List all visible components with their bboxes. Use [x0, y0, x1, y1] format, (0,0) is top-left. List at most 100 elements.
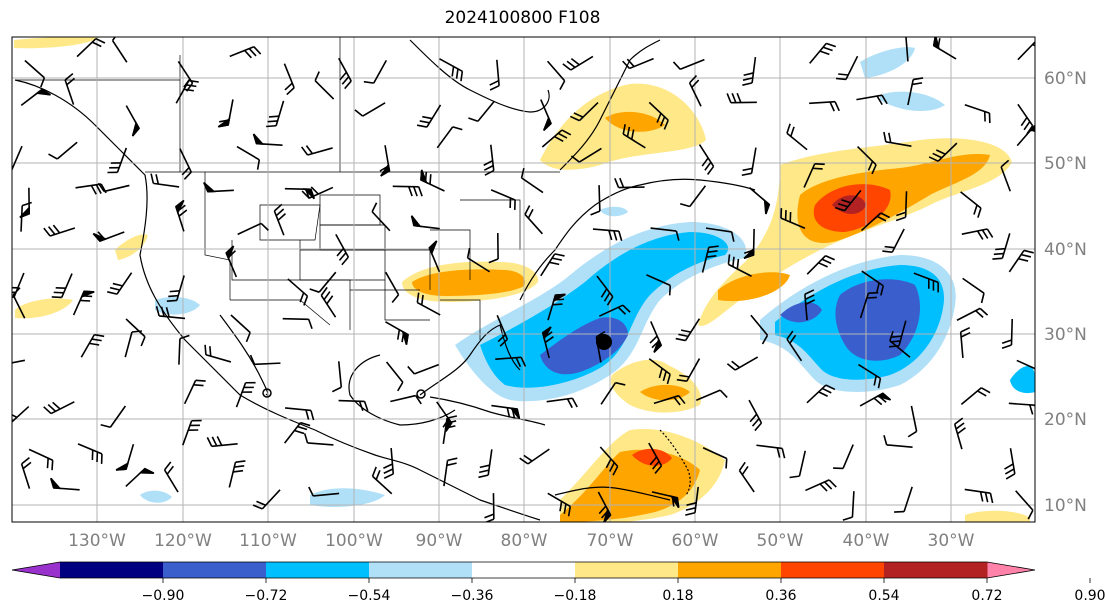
wind-barb [882, 228, 905, 253]
wind-barb [913, 272, 939, 293]
colorbar-extend-right [987, 562, 1035, 578]
colorbar-tick-label: −0.72 [245, 588, 288, 604]
wind-barb [592, 228, 623, 241]
wind-barb [883, 131, 912, 148]
wind-barb [320, 286, 337, 318]
wind-barb [50, 477, 80, 491]
wind-barb [206, 436, 238, 448]
wind-barb [252, 133, 283, 147]
wind-barb [468, 100, 496, 122]
lon-label: 110°W [239, 531, 297, 551]
wind-barb [622, 57, 654, 70]
wind-barb [51, 273, 73, 299]
wind-barb [597, 491, 612, 522]
colorbar-segment [369, 562, 473, 578]
wind-barb [520, 167, 544, 194]
lon-label: 120°W [154, 531, 212, 551]
wind-barb [237, 222, 269, 236]
wind-barb [407, 363, 440, 375]
colorbar-segment [60, 562, 164, 578]
wind-barb [895, 191, 908, 222]
wind-barb [308, 486, 340, 497]
lon-label: 30°W [928, 531, 975, 551]
wind-barb [809, 42, 837, 64]
wind-barb [959, 326, 971, 358]
wind-barb [748, 187, 771, 215]
colorbar-tick-label: −0.90 [142, 588, 185, 604]
wind-barb [182, 419, 202, 446]
gridlines [12, 37, 1035, 522]
wind-barb [842, 491, 855, 521]
wind-barb [780, 208, 806, 229]
wind-barb [183, 379, 206, 405]
wind-barb [48, 141, 78, 160]
wind-barb [953, 417, 966, 450]
latitude-labels: 60°N 50°N 40°N 30°N 20°N 10°N [1044, 69, 1087, 516]
wind-barb [562, 55, 594, 71]
colorbar-tick-label: 0.90 [1074, 588, 1105, 604]
storm-center-marker [596, 334, 612, 350]
wind-barb [688, 75, 702, 107]
wind-barb [335, 233, 350, 266]
wind-barb [569, 101, 599, 122]
lat-label: 10°N [1044, 496, 1087, 516]
wind-barb [235, 381, 256, 408]
colorbar-segment [575, 562, 679, 578]
wind-barb [646, 274, 672, 296]
wind-barb [748, 399, 763, 432]
wind-barb [742, 56, 757, 86]
wind-barb [77, 443, 103, 464]
lon-label: 80°W [501, 531, 548, 551]
wind-barb [992, 233, 1011, 260]
wind-barb [410, 215, 440, 230]
wind-barb [252, 489, 281, 510]
wind-barb [833, 444, 854, 470]
wind-barb [107, 147, 128, 174]
colorbar-tick-label: −0.54 [348, 588, 391, 604]
wind-barb [1017, 103, 1034, 135]
wind-barb [416, 292, 441, 316]
wind-barb [964, 488, 994, 504]
wind-barb [524, 205, 543, 235]
wind-barb [786, 330, 803, 362]
wind-barb [107, 272, 133, 295]
lon-label: 100°W [325, 531, 383, 551]
wind-barb [1001, 318, 1014, 350]
wind-barb [590, 185, 601, 216]
wind-barb [225, 245, 238, 278]
wind-barb [230, 314, 251, 343]
colorbar-segment [472, 562, 576, 578]
wind-barb [905, 37, 909, 62]
wind-barb [860, 212, 891, 232]
wind-barb [178, 334, 190, 365]
wind-barb [856, 94, 888, 106]
wind-barb [803, 162, 825, 188]
wind-barb [385, 361, 404, 392]
wind-barb [20, 457, 32, 489]
wind-barb [956, 307, 989, 321]
wind-barb [484, 493, 495, 522]
wind-barb [861, 270, 884, 296]
wind-barb [436, 126, 463, 149]
wind-barb [420, 169, 445, 192]
wind-barb [309, 271, 337, 293]
wind-barb [203, 181, 234, 193]
wind-barb [701, 245, 719, 273]
wind-barb [442, 415, 458, 444]
wind-barb [12, 145, 23, 171]
wind-barb [928, 142, 958, 162]
colorbar: −0.90 −0.72 −0.54 −0.36 −0.18 0.18 0.36 0.54 0.7… [11, 561, 1105, 604]
wind-barb [354, 102, 386, 117]
wind-barb [960, 191, 982, 218]
wind-barb [266, 100, 285, 128]
wind-barb [596, 275, 614, 306]
wind-barb [786, 123, 808, 151]
wind-barb [858, 363, 882, 389]
wind-barb [155, 306, 186, 320]
wind-barb [300, 145, 333, 156]
wind-barb [301, 186, 334, 199]
wind-barb [648, 101, 669, 130]
wind-barb [338, 399, 369, 412]
wind-barb [125, 318, 146, 347]
wind-barb [804, 289, 816, 321]
